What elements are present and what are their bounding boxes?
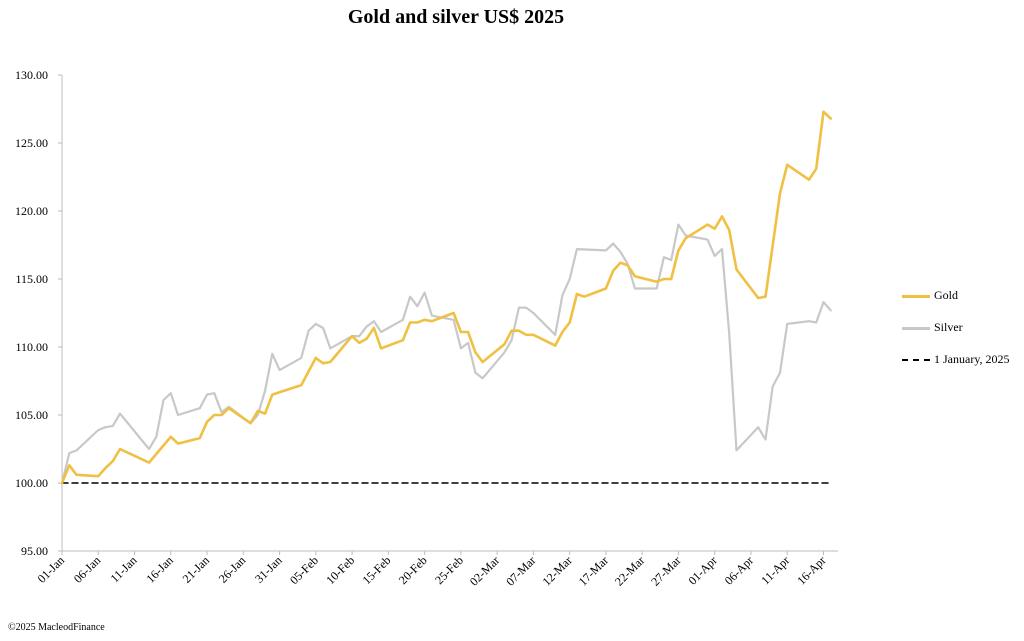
x-tick-label: 16-Apr	[794, 553, 828, 587]
legend-label-baseline: 1 January, 2025	[934, 352, 1010, 366]
x-tick-label: 01-Apr	[685, 553, 719, 587]
x-tick-label: 01-Jan	[35, 553, 68, 586]
x-tick-label: 17-Mar	[576, 553, 611, 588]
x-tick-label: 16-Jan	[143, 553, 176, 586]
y-tick-label: 105.00	[15, 408, 48, 422]
legend-item-gold: Gold	[902, 284, 1022, 316]
legend: Gold Silver 1 January, 2025	[902, 284, 1022, 380]
y-tick-label: 125.00	[15, 136, 48, 150]
legend-swatch-silver	[902, 327, 930, 330]
chart-title: Gold and silver US$ 2025	[347, 6, 565, 28]
legend-item-baseline: 1 January, 2025	[902, 348, 1022, 380]
gold-series-line	[60, 110, 832, 485]
x-tick-label: 06-Apr	[722, 553, 756, 587]
x-tick-label: 21-Jan	[180, 553, 213, 586]
x-tick-label: 11-Apr	[758, 553, 792, 587]
legend-label-gold: Gold	[934, 288, 958, 302]
y-tick-label: 115.00	[15, 272, 48, 286]
y-tick-label: 100.00	[15, 476, 48, 490]
x-tick-label: 20-Feb	[396, 553, 430, 587]
legend-swatch-gold	[902, 295, 930, 298]
x-tick-label: 12-Mar	[539, 553, 574, 588]
x-tick-label: 26-Jan	[216, 553, 249, 586]
y-tick-label: 110.00	[15, 340, 48, 354]
x-tick-label: 07-Mar	[503, 553, 538, 588]
legend-item-silver: Silver	[902, 316, 1022, 348]
x-tick-label: 31-Jan	[252, 553, 285, 586]
silver-series-line	[60, 223, 832, 485]
y-tick-label: 120.00	[15, 204, 48, 218]
x-tick-label: 02-Mar	[467, 553, 502, 588]
series-lines	[60, 110, 832, 485]
legend-label-silver: Silver	[934, 320, 963, 334]
axes	[61, 75, 838, 552]
x-tick-label: 25-Feb	[432, 553, 466, 587]
x-tick-label: 06-Jan	[71, 553, 104, 586]
legend-swatch-baseline	[902, 359, 930, 361]
copyright-text: ©2025 MacleodFinance	[8, 622, 105, 633]
y-tick-label: 95.00	[21, 544, 48, 558]
x-tick-label: 15-Feb	[360, 553, 394, 587]
x-tick-label: 22-Mar	[612, 553, 647, 588]
y-tick-label: 130.00	[15, 68, 48, 82]
y-axis-ticks: 95.00 100.00 105.00 110.00 115.00 120.00 125.0…	[15, 68, 62, 558]
x-axis-ticks: 01-Jan 06-Jan 11-Jan 16-Jan 21-Jan 26-Jan 31-J…	[35, 551, 829, 589]
x-tick-label: 27-Mar	[648, 553, 683, 588]
x-tick-label: 11-Jan	[107, 553, 139, 585]
x-tick-label: 10-Feb	[323, 553, 357, 587]
x-tick-label: 05-Feb	[287, 553, 321, 587]
